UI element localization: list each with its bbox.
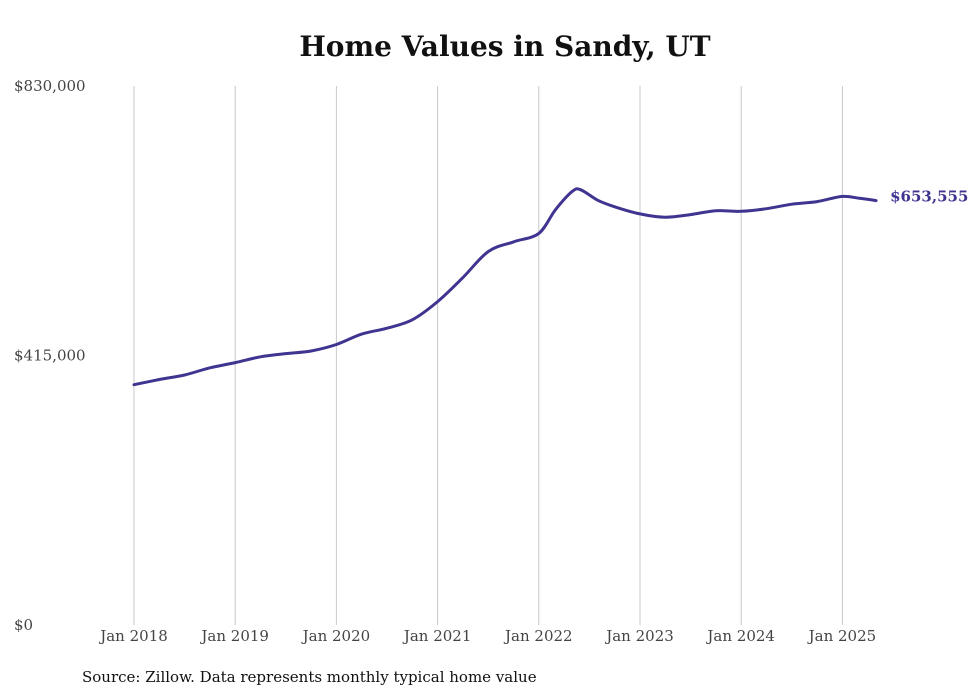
x-tick-label: Jan 2019 (199, 627, 269, 645)
y-tick-label: $0 (14, 616, 33, 634)
x-tick-label: Jan 2024 (705, 627, 775, 645)
series-line (132, 187, 878, 387)
source-note: Source: Zillow. Data represents monthly … (82, 668, 537, 686)
chart-title: Home Values in Sandy, UT (299, 30, 711, 63)
y-tick-label: $415,000 (14, 347, 86, 365)
x-tick-label: Jan 2025 (807, 627, 877, 645)
x-tick-label: Jan 2020 (301, 627, 371, 645)
x-tick-label: Jan 2022 (503, 627, 573, 645)
end-value-label: $653,555 (890, 188, 968, 206)
x-tick-label: Jan 2021 (402, 627, 472, 645)
x-tick-label: Jan 2018 (98, 627, 168, 645)
y-tick-label: $830,000 (14, 77, 86, 95)
x-tick-label: Jan 2023 (604, 627, 674, 645)
